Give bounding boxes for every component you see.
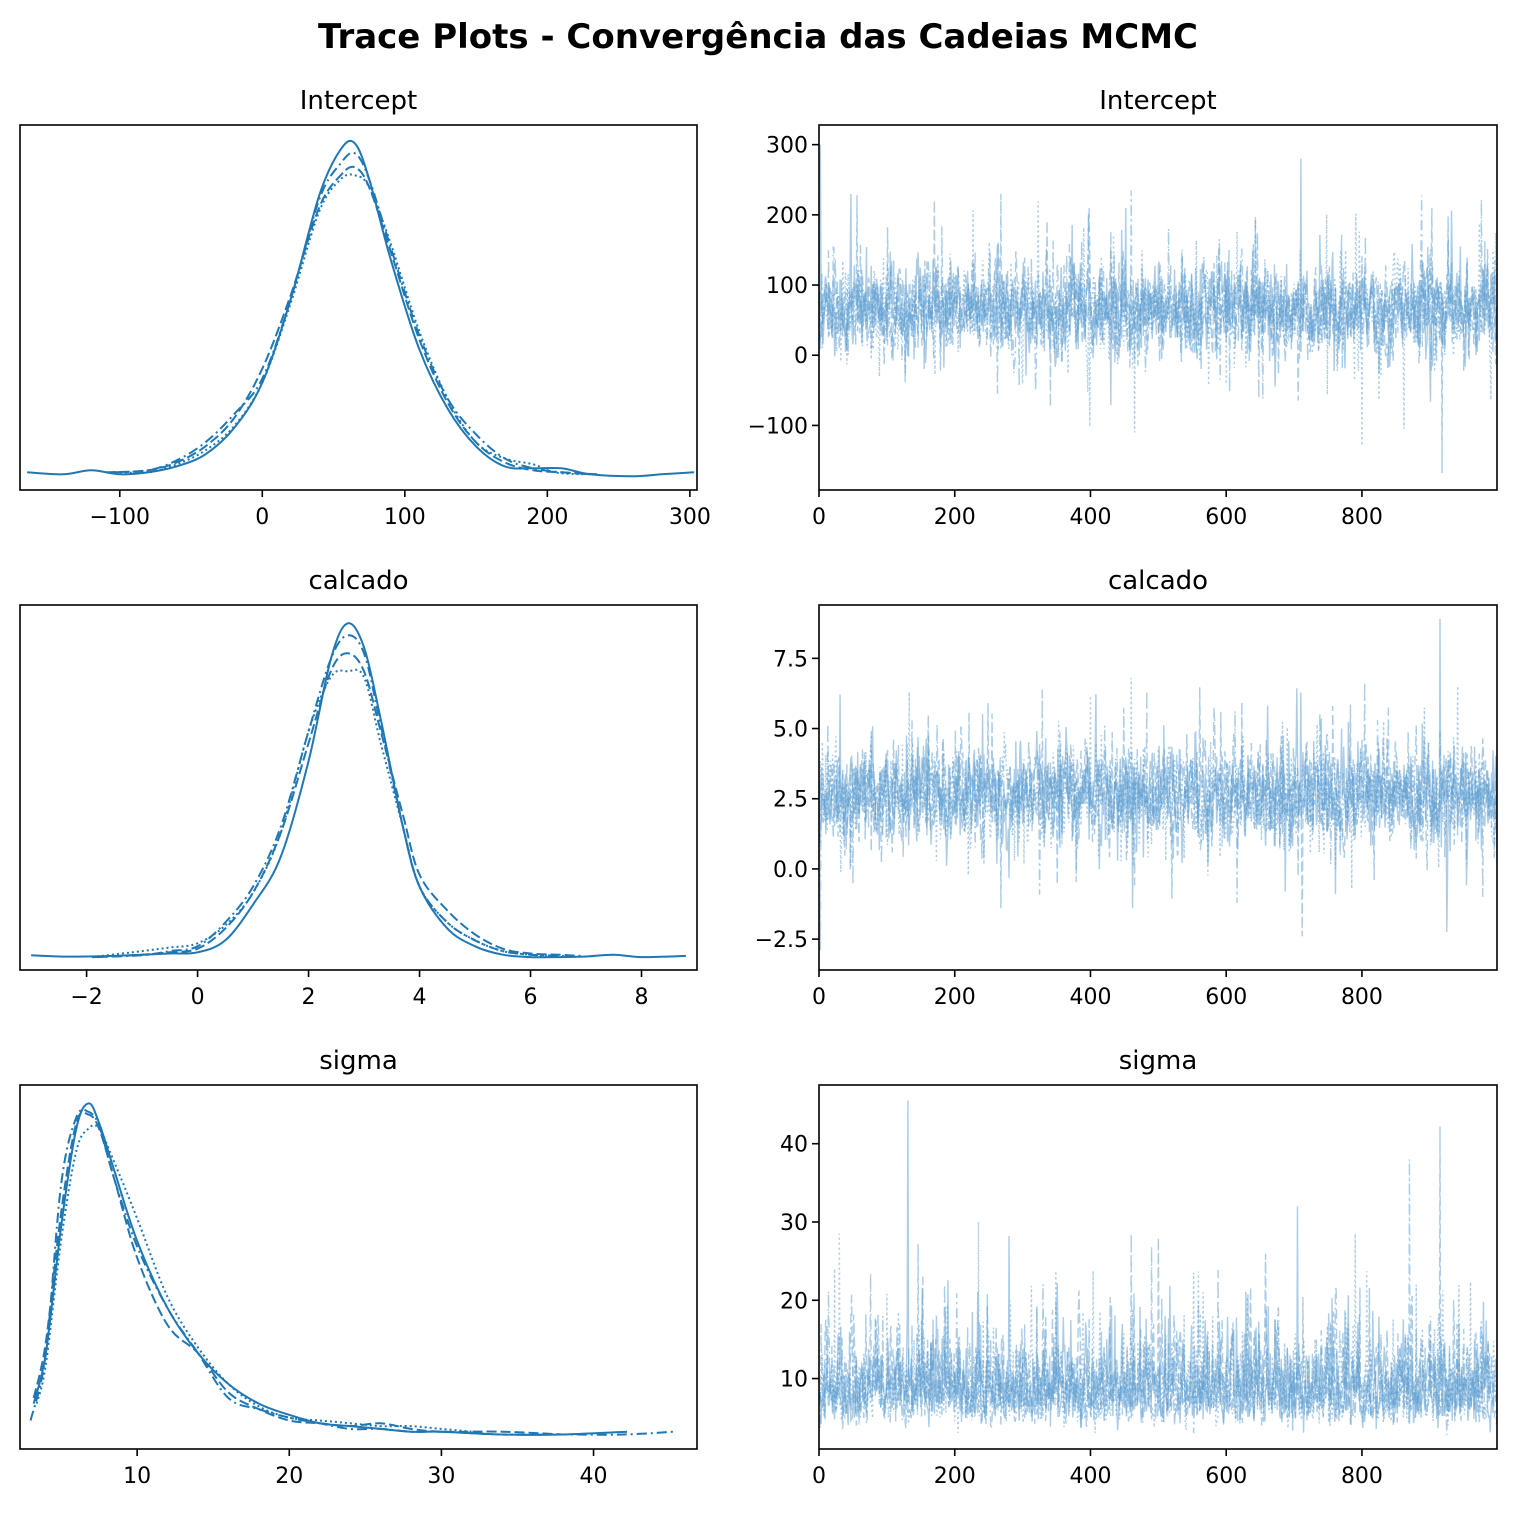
density-line-chain-2 xyxy=(97,652,581,959)
density-line-chain-4 xyxy=(91,668,559,959)
plot-area xyxy=(819,619,1497,951)
x-tick-label: 20 xyxy=(275,1464,303,1489)
x-tick-label: 200 xyxy=(934,505,976,530)
y-tick-label: −100 xyxy=(748,414,808,439)
plot-area xyxy=(31,622,686,959)
trace-line-chain-4 xyxy=(819,1221,1497,1434)
density-line-chain-4 xyxy=(119,173,584,476)
trace-line-chain-4 xyxy=(819,201,1497,446)
y-tick-label: 0 xyxy=(794,344,808,369)
y-tick-label: −2.5 xyxy=(755,928,808,953)
density-line-chain-3 xyxy=(112,151,591,476)
y-tick-label: 2.5 xyxy=(773,788,808,813)
subplot-trace-2: Intercept −100 0 100 200 300 0 200 400 600 800 xyxy=(748,86,1498,530)
x-tick-label: 400 xyxy=(1069,505,1111,530)
y-tick-label: 0.0 xyxy=(773,858,808,883)
trace-line-chain-2 xyxy=(819,687,1497,937)
figure-suptitle: Trace Plots - Convergência das Cadeias M… xyxy=(318,17,1198,57)
plot-area xyxy=(819,144,1497,474)
y-tick-label: 100 xyxy=(766,274,808,299)
density-line-chain-2 xyxy=(32,1111,564,1436)
subplot-density-3: calcado −2 0 2 4 6 8 xyxy=(19,566,698,1010)
y-tick-label: 200 xyxy=(766,204,808,229)
x-tick-label: 4 xyxy=(413,985,427,1010)
x-tick-label: 10 xyxy=(123,1464,151,1489)
x-tick-label: 300 xyxy=(669,505,711,530)
x-tick-label: 800 xyxy=(1341,985,1383,1010)
axes-frame xyxy=(19,604,698,971)
axes-frame xyxy=(818,604,1498,971)
x-tick-label: 400 xyxy=(1069,1464,1111,1489)
axes-frame xyxy=(818,1084,1498,1450)
x-tick-label: 30 xyxy=(427,1464,455,1489)
x-tick-label: −2 xyxy=(70,985,102,1010)
x-tick-label: 0 xyxy=(255,505,269,530)
y-tick-label: 30 xyxy=(780,1211,808,1236)
subplot-title: calcado xyxy=(308,566,408,596)
subplot-trace-4: calcado −2.5 0.0 2.5 5.0 7.5 0 200 400 600 800 xyxy=(755,566,1498,1010)
x-tick-label: 8 xyxy=(635,985,649,1010)
y-tick-label: 10 xyxy=(780,1368,808,1393)
density-line-chain-2 xyxy=(105,165,598,476)
subplot-grid: Intercept−100 0 100 200 300Intercept−1000100… xyxy=(19,86,1498,1489)
subplot-density-5: sigma 10 20 30 40 xyxy=(19,1046,698,1489)
plot-area xyxy=(819,1100,1497,1436)
x-tick-label: 2 xyxy=(302,985,316,1010)
y-tick-label: 300 xyxy=(766,134,808,159)
subplot-title: Intercept xyxy=(300,86,417,116)
plot-area xyxy=(29,1102,675,1436)
trace-line-chain-3 xyxy=(819,1159,1497,1436)
plot-area xyxy=(27,139,695,478)
y-tick-label: 20 xyxy=(780,1289,808,1314)
x-tick-label: 200 xyxy=(934,985,976,1010)
density-line-chain-4 xyxy=(35,1124,472,1433)
x-tick-label: 200 xyxy=(526,505,568,530)
x-tick-label: 800 xyxy=(1341,1464,1383,1489)
subplot-title: Intercept xyxy=(1099,86,1216,116)
x-tick-label: 0 xyxy=(191,985,205,1010)
x-tick-label: 0 xyxy=(812,985,826,1010)
subplot-title: calcado xyxy=(1108,566,1208,596)
x-tick-label: 400 xyxy=(1069,985,1111,1010)
subplot-title: sigma xyxy=(319,1046,398,1076)
density-line-chain-3 xyxy=(29,1108,675,1436)
trace-line-chain-4 xyxy=(819,677,1497,889)
axes-frame xyxy=(818,124,1498,491)
x-tick-label: 200 xyxy=(934,1464,976,1489)
axes-frame xyxy=(19,124,698,491)
x-tick-label: 100 xyxy=(384,505,426,530)
x-tick-label: 0 xyxy=(812,505,826,530)
x-tick-label: −100 xyxy=(90,505,150,530)
axes-frame xyxy=(19,1084,698,1450)
x-tick-label: 0 xyxy=(812,1464,826,1489)
subplot-title: sigma xyxy=(1119,1046,1198,1076)
y-tick-label: 7.5 xyxy=(773,647,808,672)
x-tick-label: 600 xyxy=(1205,505,1247,530)
subplot-density-1: Intercept −100 0 100 200 300 xyxy=(19,86,711,530)
x-tick-label: 800 xyxy=(1341,505,1383,530)
y-tick-label: 5.0 xyxy=(773,718,808,743)
x-tick-label: 600 xyxy=(1205,985,1247,1010)
x-tick-label: 40 xyxy=(580,1464,608,1489)
y-tick-label: 40 xyxy=(780,1133,808,1158)
x-tick-label: 600 xyxy=(1205,1464,1247,1489)
x-tick-label: 6 xyxy=(524,985,538,1010)
